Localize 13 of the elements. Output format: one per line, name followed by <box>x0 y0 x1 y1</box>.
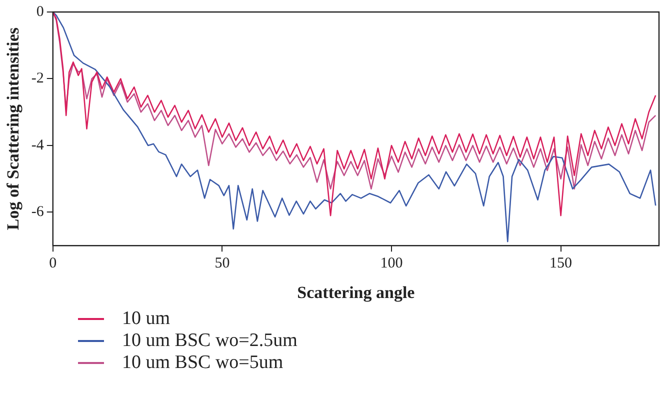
x-tick-label: 100 <box>380 256 403 272</box>
y-axis-title: Log of Scattering intensities <box>4 27 23 230</box>
y-tick-label: -2 <box>31 70 44 87</box>
legend-label: 10 um BSC wo=2.5um <box>122 330 298 352</box>
y-tick-label: 0 <box>36 4 44 20</box>
legend-label: 10 um <box>122 308 170 330</box>
legend-label: 10 um BSC wo=5um <box>122 352 284 374</box>
x-tick-label: 0 <box>49 256 57 272</box>
x-axis-title: Scattering angle <box>297 283 416 302</box>
x-tick-label: 150 <box>550 256 572 272</box>
y-tick-label: -6 <box>31 204 44 220</box>
x-tick-label: 50 <box>214 256 230 272</box>
y-tick-label: -4 <box>31 137 44 154</box>
